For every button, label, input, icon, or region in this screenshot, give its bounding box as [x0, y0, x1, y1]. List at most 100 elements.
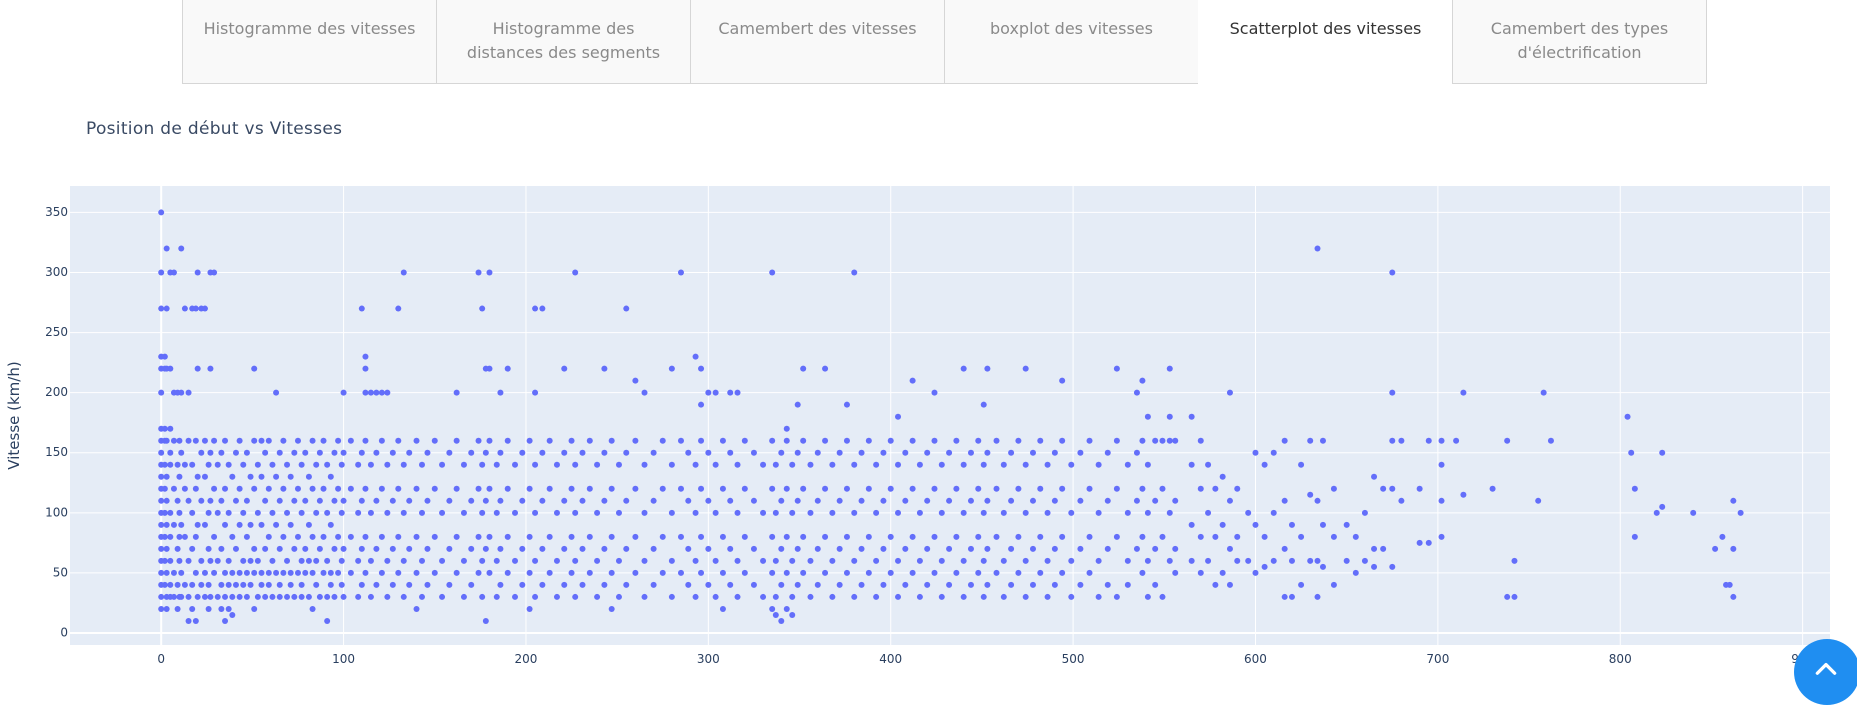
data-point: [313, 557, 320, 564]
data-point: [1730, 593, 1737, 600]
data-point: [284, 509, 291, 516]
data-point: [170, 569, 177, 576]
data-point: [497, 449, 504, 456]
data-point: [1172, 569, 1179, 576]
data-point: [975, 437, 982, 444]
data-point: [291, 449, 298, 456]
data-point: [236, 593, 243, 600]
data-point: [262, 545, 269, 552]
data-point: [389, 449, 396, 456]
data-point: [413, 569, 420, 576]
data-point: [909, 485, 916, 492]
y-tick-label: 50: [53, 565, 68, 579]
data-point: [1398, 497, 1405, 504]
data-point: [493, 593, 500, 600]
data-point: [236, 521, 243, 528]
data-point: [705, 449, 712, 456]
data-point: [1022, 461, 1029, 468]
data-point: [1124, 557, 1131, 564]
plot-area[interactable]: [70, 186, 1830, 645]
data-point: [320, 569, 327, 576]
data-point: [698, 365, 705, 372]
data-point: [222, 569, 229, 576]
data-point: [519, 581, 526, 588]
data-point: [439, 509, 446, 516]
data-point: [692, 461, 699, 468]
data-point: [822, 485, 829, 492]
tab-speed-boxplot[interactable]: boxplot des vitesses: [944, 0, 1199, 84]
data-point: [561, 365, 568, 372]
data-point: [265, 533, 272, 540]
data-point: [247, 473, 254, 480]
data-point: [1307, 437, 1314, 444]
data-point: [1113, 593, 1120, 600]
data-point: [1330, 485, 1337, 492]
data-point: [294, 569, 301, 576]
data-point: [836, 545, 843, 552]
data-point: [211, 533, 218, 540]
data-point: [1166, 509, 1173, 516]
data-point: [294, 533, 301, 540]
data-point: [873, 509, 880, 516]
data-point: [167, 449, 174, 456]
data-point: [719, 605, 726, 612]
data-point: [822, 437, 829, 444]
data-point: [1051, 449, 1058, 456]
data-point: [340, 593, 347, 600]
data-point: [384, 389, 391, 396]
data-point: [851, 269, 858, 276]
data-point: [251, 437, 258, 444]
data-point: [1298, 581, 1305, 588]
tab-speed-scatterplot[interactable]: Scatterplot des vitesses: [1198, 0, 1453, 84]
data-point: [163, 473, 170, 480]
data-point: [251, 569, 258, 576]
scatter-chart[interactable]: 0100200300400500600700800900 05010015020…: [0, 0, 1857, 671]
data-point: [247, 557, 254, 564]
data-point: [504, 437, 511, 444]
data-point: [1226, 581, 1233, 588]
data-point: [185, 497, 192, 504]
data-point: [931, 485, 938, 492]
data-point: [419, 557, 425, 564]
data-point: [305, 593, 312, 600]
data-point: [406, 581, 413, 588]
data-point: [601, 581, 608, 588]
data-point: [829, 461, 836, 468]
data-point: [327, 521, 334, 528]
data-point: [931, 533, 938, 540]
data-point: [294, 437, 301, 444]
tab-electrification-pie[interactable]: Camembert des types d'électrification: [1452, 0, 1707, 84]
data-point: [207, 449, 214, 456]
data-point: [519, 545, 526, 552]
data-point: [1133, 449, 1140, 456]
data-point: [189, 605, 196, 612]
data-point: [1371, 473, 1378, 480]
data-point: [938, 461, 945, 468]
data-point: [174, 581, 181, 588]
scroll-to-top-button[interactable]: [1794, 639, 1857, 705]
data-point: [1298, 533, 1305, 540]
data-point: [276, 593, 283, 600]
tab-speed-histogram[interactable]: Histogramme des vitesses: [182, 0, 437, 84]
data-point: [727, 449, 734, 456]
data-point: [378, 389, 385, 396]
data-point: [858, 545, 865, 552]
x-tick-label: 500: [1062, 652, 1085, 666]
data-point: [1226, 497, 1233, 504]
tab-segment-distance-histogram[interactable]: Histogramme des distances des segments: [436, 0, 691, 84]
data-point: [243, 593, 250, 600]
data-point: [254, 593, 261, 600]
data-point: [865, 485, 872, 492]
data-point: [302, 569, 309, 576]
data-point: [727, 497, 734, 504]
data-point: [843, 401, 850, 408]
data-point: [641, 593, 648, 600]
tab-speed-pie[interactable]: Camembert des vitesses: [690, 0, 945, 84]
data-point: [1008, 581, 1015, 588]
data-point: [243, 449, 250, 456]
data-point: [305, 521, 312, 528]
data-point: [378, 533, 385, 540]
data-point: [185, 437, 192, 444]
data-point: [1008, 449, 1015, 456]
data-point: [236, 569, 243, 576]
